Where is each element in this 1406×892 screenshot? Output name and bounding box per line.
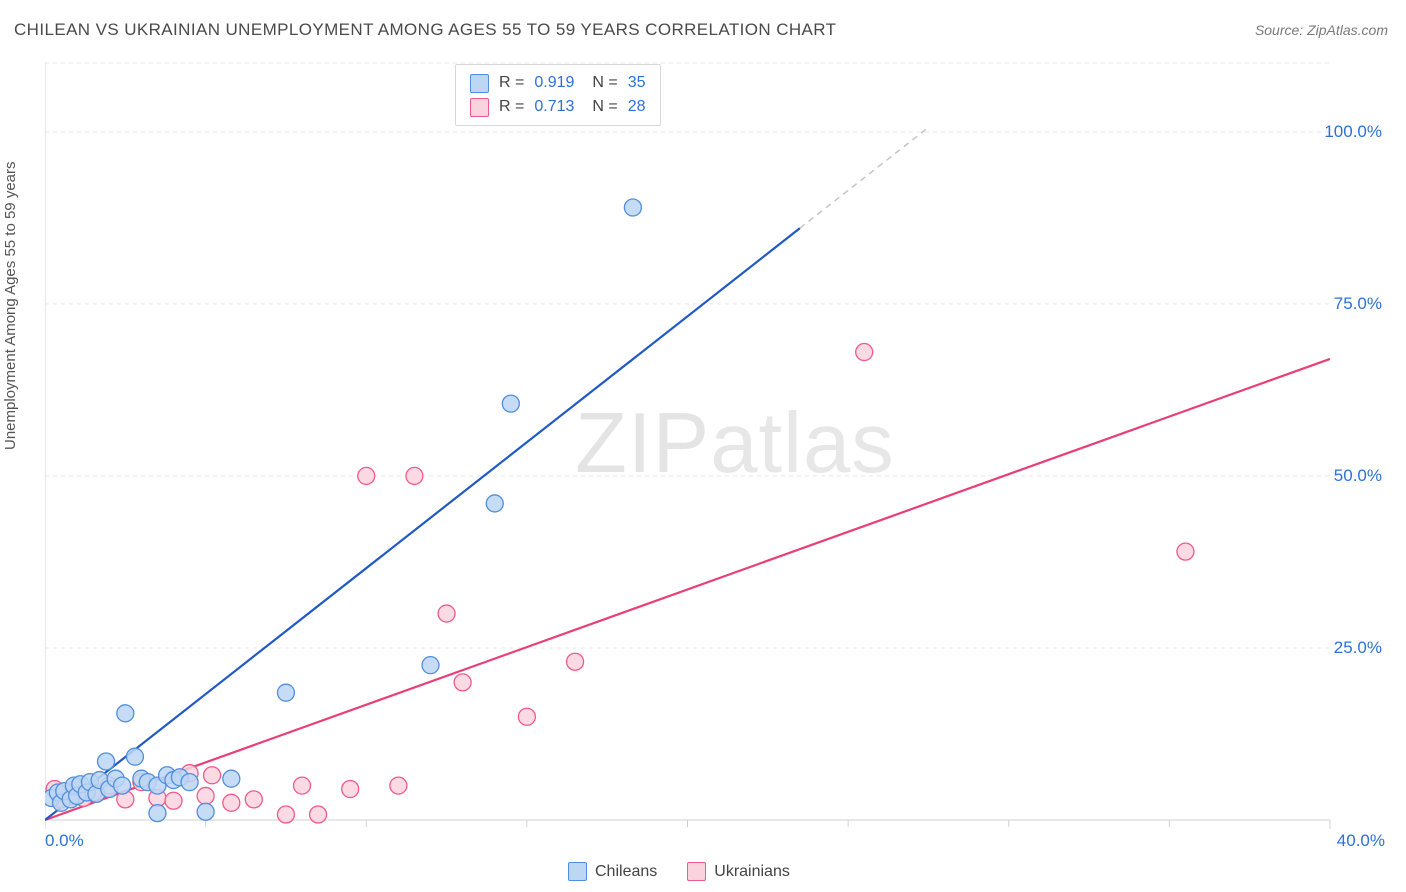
legend-swatch-icon	[568, 862, 587, 881]
legend-swatch-icon	[470, 98, 489, 117]
source-label: Source:	[1255, 22, 1303, 38]
n-label: N =	[592, 95, 617, 119]
x-tick-label: 40.0%	[1337, 831, 1385, 850]
n-value: 35	[628, 71, 646, 95]
y-axis-label: Unemployment Among Ages 55 to 59 years	[2, 161, 19, 450]
series-legend-label: Ukrainians	[714, 863, 790, 881]
legend-row-chileans: R = 0.919 N = 35	[470, 71, 646, 95]
series-legend-ukrainians: Ukrainians	[687, 862, 790, 881]
y-tick-label: 25.0%	[1334, 638, 1382, 657]
series-legend-label: Chileans	[595, 863, 657, 881]
y-tick-label: 50.0%	[1334, 466, 1382, 485]
series-legend-chileans: Chileans	[568, 862, 657, 881]
series-legend: Chileans Ukrainians	[568, 862, 790, 881]
correlation-scatter-plot: 0.0% 40.0% 25.0% 50.0% 75.0% 100.0%	[45, 55, 1390, 850]
legend-swatch-icon	[470, 74, 489, 93]
r-label: R =	[499, 95, 524, 119]
chart-title: CHILEAN VS UKRAINIAN UNEMPLOYMENT AMONG …	[14, 20, 836, 40]
n-value: 28	[628, 95, 646, 119]
r-value: 0.713	[534, 95, 574, 119]
r-value: 0.919	[534, 71, 574, 95]
correlation-legend: R = 0.919 N = 35 R = 0.713 N = 28	[455, 64, 661, 126]
x-tick-label: 0.0%	[45, 831, 84, 850]
source-attribution: Source: ZipAtlas.com	[1255, 22, 1388, 38]
n-label: N =	[592, 71, 617, 95]
y-tick-label: 75.0%	[1334, 294, 1382, 313]
source-value: ZipAtlas.com	[1307, 22, 1388, 38]
legend-swatch-icon	[687, 862, 706, 881]
y-tick-label: 100.0%	[1324, 122, 1382, 141]
r-label: R =	[499, 71, 524, 95]
legend-row-ukrainians: R = 0.713 N = 28	[470, 95, 646, 119]
